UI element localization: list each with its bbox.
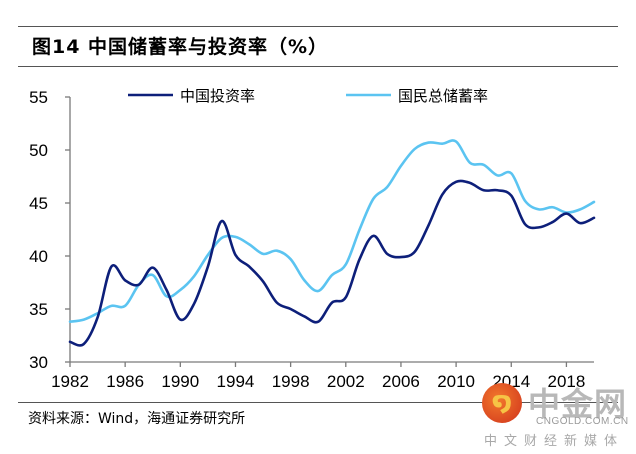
source-note: 资料来源：Wind，海通证券研究所 — [28, 411, 246, 427]
line-chart: 30 35 40 45 50 55 1982 1986 1990 1994 1998 2002 200… — [29, 87, 596, 391]
x-tick-label: 1998 — [272, 372, 310, 391]
y-tick-label: 45 — [29, 194, 48, 213]
title-bottom-rule — [18, 66, 618, 67]
x-tick-label: 2006 — [382, 372, 420, 391]
watermark: ໑ 中金网 CNGOLD.COM.CN 中文财经新媒体 — [478, 383, 628, 449]
series-layer — [68, 139, 596, 347]
x-tick-label: 1994 — [217, 372, 255, 391]
watermark-domain: CNGOLD.COM.CN — [536, 416, 629, 427]
legend-label-savings: 国民总储蓄率 — [398, 87, 488, 105]
y-tick-label: 40 — [29, 247, 48, 266]
legend-label-investment: 中国投资率 — [180, 87, 255, 105]
x-tick-label: 1990 — [161, 372, 199, 391]
y-ticks: 30 35 40 45 50 55 — [29, 88, 70, 372]
series-line-savings-rate — [68, 139, 596, 324]
x-tick-label: 2010 — [437, 372, 475, 391]
y-tick-label: 35 — [29, 300, 48, 319]
title-top-rule — [18, 26, 618, 27]
series-line-investment-rate — [68, 179, 596, 347]
cngold-logo-icon: ໑ — [482, 383, 522, 423]
legend: 中国投资率 国民总储蓄率 — [128, 87, 488, 105]
x-tick-label: 2018 — [548, 372, 586, 391]
watermark-name: 中金网 — [528, 385, 628, 423]
x-tick-label: 2002 — [327, 372, 365, 391]
source-top-rule — [18, 402, 618, 403]
x-tick-label: 1986 — [106, 372, 144, 391]
figure-title: 图14 中国储蓄率与投资率（%） — [32, 36, 329, 58]
y-tick-label: 55 — [29, 88, 48, 107]
y-tick-label: 30 — [29, 353, 48, 372]
x-tick-label: 1982 — [51, 372, 89, 391]
y-tick-label: 50 — [29, 141, 48, 160]
x-ticks: 1982 1986 1990 1994 1998 2002 2006 2010 2014 2018 — [51, 362, 585, 391]
watermark-slogan: 中文财经新媒体 — [484, 434, 625, 449]
axes: 30 35 40 45 50 55 1982 1986 1990 1994 1998 2002 200… — [29, 88, 594, 391]
